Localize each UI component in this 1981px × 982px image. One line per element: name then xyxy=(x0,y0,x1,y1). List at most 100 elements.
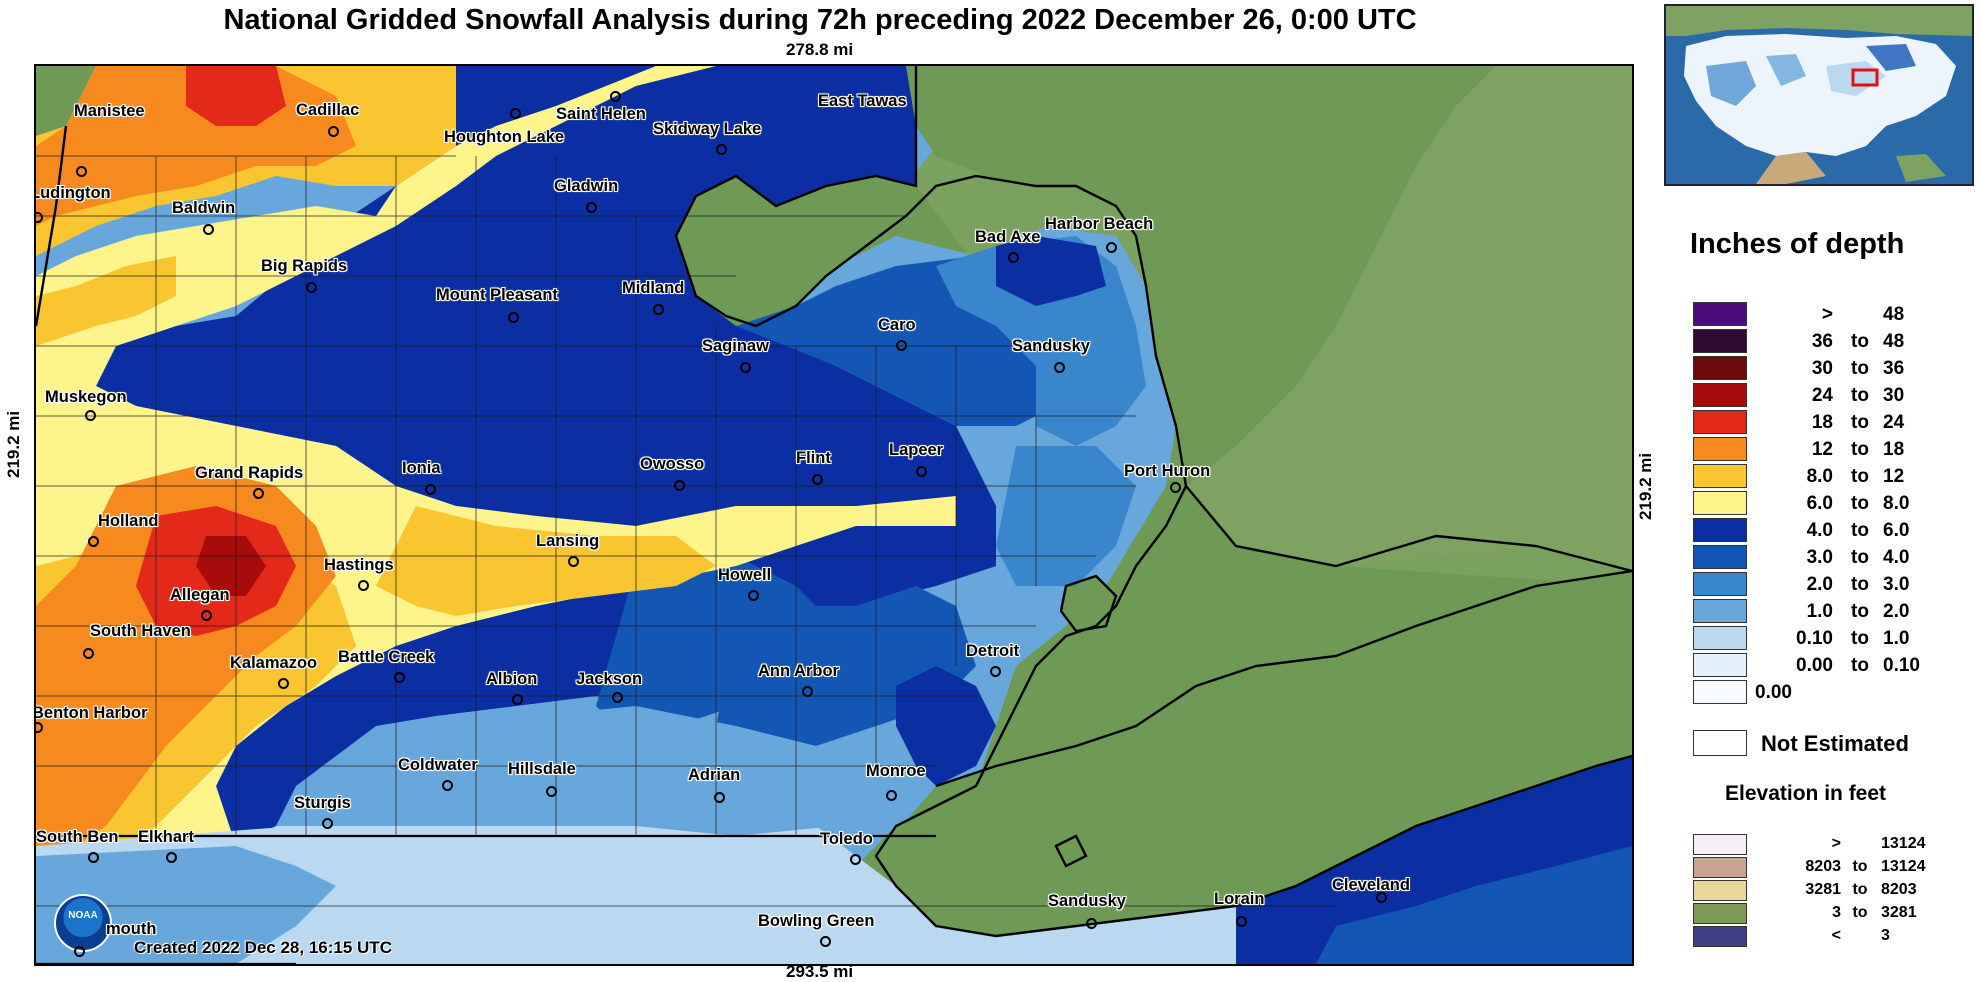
legend-swatch xyxy=(1693,437,1747,461)
city-dot xyxy=(1054,362,1065,373)
inset-region-marker xyxy=(1851,68,1879,87)
legend-from: 0.10 xyxy=(1796,628,1833,649)
city-label: Harbor Beach xyxy=(1045,215,1154,233)
city-dot xyxy=(76,166,87,177)
map-title: National Gridded Snowfall Analysis durin… xyxy=(223,4,1417,36)
legend-swatch xyxy=(1693,680,1747,704)
top-distance-label: 278.8 mi xyxy=(786,40,854,59)
legend-to-value: 1.0 xyxy=(1883,628,1910,649)
city-dot xyxy=(322,818,333,829)
city-label: Adrian xyxy=(688,766,741,784)
not-estimated-label: Not Estimated xyxy=(1761,731,1909,756)
legend-to-word: to xyxy=(1851,331,1869,352)
legend-row: 12 to 18 xyxy=(1693,437,1981,463)
city-dot xyxy=(820,936,831,947)
elevation-swatch xyxy=(1693,857,1747,878)
city-label: Benton Harbor xyxy=(34,704,148,722)
city-dot xyxy=(886,790,897,801)
city-label: Caro xyxy=(878,316,916,334)
legend-swatch xyxy=(1693,356,1747,380)
legend-row: 36 to 48 xyxy=(1693,329,1981,355)
city-dot xyxy=(802,686,813,697)
city-label: Saint Helen xyxy=(556,105,646,123)
legend-swatch xyxy=(1693,464,1747,488)
legend-row: 8.0 to 12 xyxy=(1693,464,1981,490)
elevation-to-word: to xyxy=(1852,858,1868,875)
legend-row: 18 to 24 xyxy=(1693,410,1981,436)
city-dot xyxy=(358,580,369,591)
city-label: Monroe xyxy=(866,762,926,780)
city-dot xyxy=(85,410,96,421)
locator-map-graphic xyxy=(1666,6,1972,184)
left-distance-label: 219.2 mi xyxy=(4,410,23,478)
city-label: Ann Arbor xyxy=(758,662,839,680)
city-dot xyxy=(1086,918,1097,929)
city-label: South Haven xyxy=(90,622,191,640)
city-label: Jackson xyxy=(576,670,643,688)
legend-from: 6.0 xyxy=(1806,493,1833,514)
city-dot xyxy=(610,91,621,102)
legend-from: 18 xyxy=(1811,412,1833,433)
snowfall-map-graphic xyxy=(36,66,1632,964)
legend-swatch xyxy=(1693,410,1747,434)
city-label: Sandusky xyxy=(1048,892,1126,910)
city-label: Kalamazoo xyxy=(230,654,318,672)
elevation-row: >13124 xyxy=(1693,834,1981,855)
city-dot xyxy=(1376,892,1387,903)
city-label: Bowling Green xyxy=(758,912,875,930)
city-label: Detroit xyxy=(966,642,1020,660)
city-dot xyxy=(74,946,85,957)
city-label: Flint xyxy=(796,449,831,467)
legend-to-word: to xyxy=(1851,574,1869,595)
elevation-to-value: 13124 xyxy=(1881,835,1926,852)
city-dot xyxy=(990,666,1001,677)
right-distance-label: 219.2 mi xyxy=(1636,452,1655,520)
legend-from: 24 xyxy=(1811,385,1833,406)
city-label: Owosso xyxy=(640,455,705,473)
city-dot xyxy=(253,488,264,499)
legend-row: 24 to 30 xyxy=(1693,383,1981,409)
legend-from: > xyxy=(1821,304,1833,325)
legend-to-value: 8.0 xyxy=(1883,493,1910,514)
city-label: Grand Rapids xyxy=(195,464,304,482)
legend-swatch xyxy=(1693,545,1747,569)
city-dot xyxy=(748,590,759,601)
not-estimated-row: Not Estimated xyxy=(1693,728,1981,758)
legend-swatch xyxy=(1693,572,1747,596)
city-label: Mount Pleasant xyxy=(436,286,558,304)
elevation-row: 3281 to 8203 xyxy=(1693,880,1981,901)
city-dot xyxy=(1008,252,1019,263)
legend-from: 4.0 xyxy=(1806,520,1833,541)
city-label: Big Rapids xyxy=(261,257,348,275)
elevation-to-value: 8203 xyxy=(1881,881,1917,898)
city-dot xyxy=(1106,242,1117,253)
legend-row: 0.00 to 0.10 xyxy=(1693,653,1981,679)
city-dot xyxy=(394,672,405,683)
city-label: Holland xyxy=(98,512,159,530)
legend-to-word: to xyxy=(1851,655,1869,676)
city-dot xyxy=(1170,482,1181,493)
legend-swatch xyxy=(1693,491,1747,515)
city-label: Cleveland xyxy=(1332,876,1410,894)
elevation-from: 3281 xyxy=(1805,881,1841,898)
city-label: Sturgis xyxy=(294,794,351,812)
snowfall-map[interactable]: NOAA Created 2022 Dec 28, 16:15 UTC Mani… xyxy=(34,64,1634,966)
legend-row: >48 xyxy=(1693,302,1981,328)
legend-swatch xyxy=(1693,329,1747,353)
legend-swatch xyxy=(1693,599,1747,623)
city-label: Lansing xyxy=(536,532,600,550)
saginaw-bay xyxy=(686,176,916,326)
city-dot xyxy=(812,474,823,485)
locator-inset-map[interactable] xyxy=(1664,4,1974,186)
city-dot xyxy=(201,610,212,621)
legend-from: 30 xyxy=(1811,358,1833,379)
city-label: Toledo xyxy=(820,830,873,848)
city-label: Skidway Lake xyxy=(653,120,762,138)
city-label: Lorain xyxy=(1214,890,1265,908)
city-dot xyxy=(306,282,317,293)
legend-to-value: 12 xyxy=(1883,466,1905,487)
legend-swatch xyxy=(1693,302,1747,326)
city-dot xyxy=(512,694,523,705)
legend-to-value: 4.0 xyxy=(1883,547,1910,568)
legend-to-word: to xyxy=(1851,466,1869,487)
